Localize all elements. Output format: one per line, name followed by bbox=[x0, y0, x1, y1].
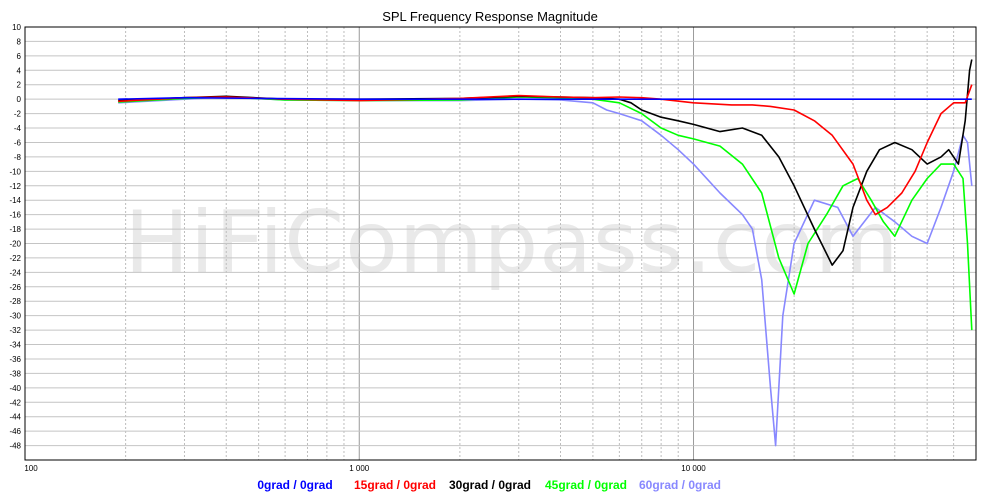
legend-entry: 0grad / 0grad bbox=[257, 478, 332, 492]
y-tick-label: -12 bbox=[9, 182, 21, 191]
y-tick-label: -14 bbox=[9, 196, 21, 205]
y-tick-label: -10 bbox=[9, 167, 21, 176]
y-axis-ticks: 10 8 6 4 2 0 -2 -4 -6 -8 -10 -12 -14 -16 -18 -20 -22 -24 -… bbox=[9, 23, 21, 451]
y-tick-label: -22 bbox=[9, 254, 21, 263]
legend-entry: 15grad / 0grad bbox=[354, 478, 436, 492]
y-tick-label: 6 bbox=[17, 52, 22, 61]
y-tick-label: -46 bbox=[9, 427, 21, 436]
y-tick-label: -8 bbox=[14, 153, 22, 162]
legend-entry: 30grad / 0grad bbox=[449, 478, 531, 492]
y-tick-label: 0 bbox=[17, 95, 22, 104]
y-tick-label: -28 bbox=[9, 297, 21, 306]
y-tick-label: -6 bbox=[14, 138, 22, 147]
legend-entry: 45grad / 0grad bbox=[545, 478, 627, 492]
legend: 0grad / 0grad 15grad / 0grad 30grad / 0gra… bbox=[257, 478, 721, 492]
series-lines bbox=[118, 59, 973, 447]
x-tick-label: 100 bbox=[24, 464, 38, 473]
y-tick-label: -38 bbox=[9, 369, 21, 378]
y-tick-label: 8 bbox=[17, 37, 22, 46]
x-tick-label: 10 000 bbox=[681, 464, 706, 473]
y-tick-label: -26 bbox=[9, 283, 21, 292]
plot-frame bbox=[24, 26, 977, 461]
y-tick-label: -42 bbox=[9, 398, 21, 407]
y-tick-label: -16 bbox=[9, 211, 21, 220]
y-tick-label: -32 bbox=[9, 326, 21, 335]
y-tick-label: -20 bbox=[9, 240, 21, 249]
y-tick-label: 4 bbox=[17, 66, 22, 75]
series-line-0grad bbox=[118, 96, 972, 100]
x-tick-label: 1 000 bbox=[349, 464, 370, 473]
y-tick-label: -18 bbox=[9, 225, 21, 234]
y-tick-label: -4 bbox=[14, 124, 22, 133]
y-tick-label: -34 bbox=[9, 341, 21, 350]
y-tick-label: -40 bbox=[9, 384, 21, 393]
chart-title: SPL Frequency Response Magnitude bbox=[382, 9, 598, 24]
legend-entry: 60grad / 0grad bbox=[639, 478, 721, 492]
y-tick-label: 2 bbox=[17, 81, 22, 90]
y-tick-label: -24 bbox=[9, 268, 21, 277]
y-tick-label: 10 bbox=[12, 23, 21, 32]
y-tick-label: -48 bbox=[9, 442, 21, 451]
y-tick-label: -30 bbox=[9, 312, 21, 321]
grid-lines bbox=[25, 26, 976, 460]
y-tick-label: -44 bbox=[9, 413, 21, 422]
y-tick-label: -2 bbox=[14, 110, 22, 119]
x-axis-ticks: 100 1 000 10 000 bbox=[24, 464, 706, 473]
y-tick-label: -36 bbox=[9, 355, 21, 364]
